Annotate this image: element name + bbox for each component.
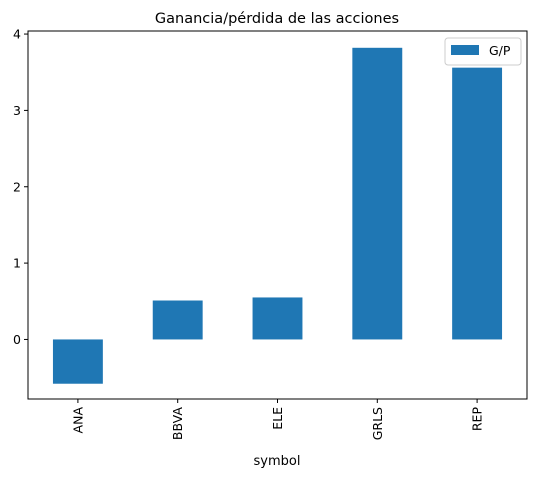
bar-rep xyxy=(452,67,503,340)
y-tick-label: 1 xyxy=(13,256,21,271)
bar-ana xyxy=(52,339,103,384)
bar-grls xyxy=(352,47,403,340)
legend-swatch xyxy=(451,45,479,55)
bar-bbva xyxy=(152,300,203,340)
x-tick-label: ELE xyxy=(270,407,285,430)
bar-ele xyxy=(252,297,303,340)
legend-box xyxy=(444,37,522,66)
x-tick-label: BBVA xyxy=(170,407,185,441)
x-axis-label: symbol xyxy=(254,454,301,469)
plot-frame xyxy=(27,30,528,400)
y-tick-label: 2 xyxy=(13,179,21,194)
y-tick-label: 4 xyxy=(13,27,21,42)
x-tick-label: REP xyxy=(470,407,485,432)
x-axis: ANA BBVA ELE GRLS REP xyxy=(70,399,485,441)
y-tick-label: 0 xyxy=(13,332,21,347)
x-tick-label: GRLS xyxy=(370,407,385,440)
legend: G/P xyxy=(444,37,522,66)
bars-group xyxy=(52,47,503,384)
x-tick-label: ANA xyxy=(70,407,85,434)
y-tick-label: 3 xyxy=(13,103,21,118)
chart-title: Ganancia/pérdida de las acciones xyxy=(155,11,399,27)
y-axis: 0 1 2 3 4 xyxy=(13,27,28,347)
legend-label: G/P xyxy=(489,43,511,58)
